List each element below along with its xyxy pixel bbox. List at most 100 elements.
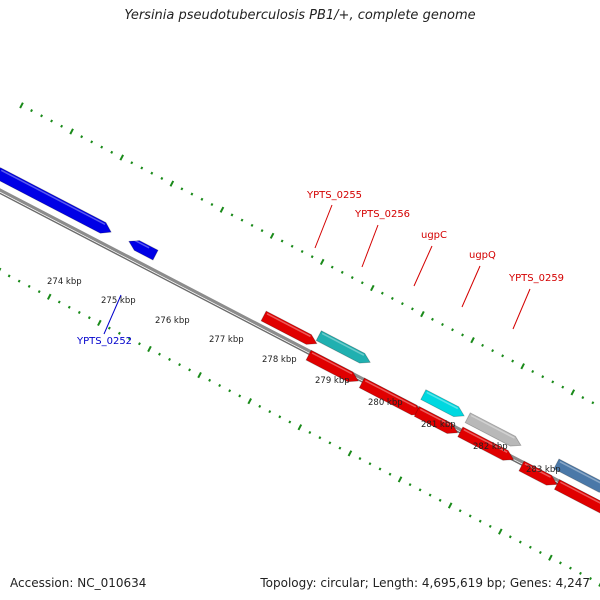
upper-ring-tick xyxy=(140,166,144,170)
upper-ring-tick xyxy=(520,363,525,370)
lower-ring-tick xyxy=(408,483,412,487)
upper-ring-tick xyxy=(190,192,194,196)
upper-ring-tick xyxy=(230,213,234,217)
upper-ring-tick xyxy=(119,154,125,161)
lower-ring-tick xyxy=(308,430,312,434)
upper-ring-tick xyxy=(441,322,444,327)
gene-arrow-YPTS_0252-shine xyxy=(131,238,150,249)
upper-ring-tick xyxy=(420,310,425,318)
backbone-line-0 xyxy=(0,188,600,505)
gene-arrow-inner-red-6-shine xyxy=(560,481,600,504)
leader-ugpc xyxy=(413,245,433,287)
gene-arrow-YPTS_0252 xyxy=(128,240,159,261)
upper-ring-tick xyxy=(501,354,505,358)
upper-ring-tick xyxy=(581,396,585,400)
gene-arrow-ugpC-shine xyxy=(426,391,459,410)
upper-ring-tick xyxy=(570,389,576,396)
scale-label: 276 kbp xyxy=(155,316,190,326)
lower-ring-tick xyxy=(428,493,432,497)
accession-text: Accession: NC_010634 xyxy=(10,576,147,590)
upper-ring-tick xyxy=(551,380,555,384)
upper-ring-tick xyxy=(19,102,24,109)
lower-ring-tick xyxy=(138,342,141,346)
lower-ring-tick xyxy=(27,284,31,288)
upper-ring-tick xyxy=(461,333,464,337)
lower-ring-tick xyxy=(488,524,492,528)
lower-ring-tick xyxy=(278,415,282,419)
lower-ring-tick xyxy=(528,545,532,549)
gene-arrow-reverse-large xyxy=(0,167,112,234)
lower-ring-tick xyxy=(7,274,11,278)
lower-ring-tick xyxy=(37,290,41,294)
gene-arrow-inner-red-4 xyxy=(457,426,515,461)
upper-ring-tick xyxy=(250,223,254,227)
gene-arrow-YPTS_0256 xyxy=(315,330,371,364)
lower-ring-tick xyxy=(538,550,542,555)
gene-arrow-inner-red-3 xyxy=(413,406,459,434)
scale-label: 282 kbp xyxy=(473,442,508,452)
lower-ring-tick xyxy=(258,404,262,408)
gene-arrow-reverse-large-shine xyxy=(0,169,106,226)
upper-ring-tick xyxy=(200,197,204,201)
scale-label: 275 kbp xyxy=(101,296,136,306)
upper-ring-tick xyxy=(591,401,595,405)
gene-label-ypts-0252: YPTS_0252 xyxy=(76,336,132,347)
lower-ring-tick xyxy=(228,389,232,393)
gene-arrow-inner-red-2 xyxy=(358,377,423,416)
gene-labels: YPTS_0255 YPTS_0256 ugpC ugpQ YPTS_0259 YPTS_… xyxy=(76,190,564,347)
upper-ring-tick xyxy=(100,145,104,149)
scale-labels: 274 kbp 275 kbp 276 kbp 277 kbp 278 kbp 279 k… xyxy=(47,277,561,475)
gene-arrow-inner-red-5 xyxy=(518,460,558,486)
upper-ring-tick xyxy=(310,255,314,259)
upper-tick-ring xyxy=(19,102,595,405)
gene-arrow-outer-red-1-shine xyxy=(266,313,311,338)
lower-ring-tick xyxy=(468,514,472,518)
lower-ring-tick xyxy=(208,378,212,382)
upper-ring-tick xyxy=(451,328,454,332)
gene-arrow-inner-red-4-shine xyxy=(463,429,508,453)
upper-ring-tick xyxy=(470,337,475,344)
upper-ring-tick xyxy=(531,369,535,374)
gene-arrow-ugpC xyxy=(420,389,465,417)
gene-arrow-YPTS_0256-shine xyxy=(321,332,365,356)
upper-ring-tick xyxy=(481,343,485,347)
lower-ring-tick xyxy=(107,326,111,330)
gene-label-ypts-0256: YPTS_0256 xyxy=(354,209,410,220)
scale-label: 279 kbp xyxy=(315,376,350,386)
upper-ring-tick xyxy=(380,291,384,295)
gene-label-ugpc: ugpC xyxy=(421,230,447,241)
upper-ring-tick xyxy=(350,276,354,280)
lower-ring-tick xyxy=(569,566,572,570)
lower-ring-tick xyxy=(247,398,252,405)
lower-ring-tick xyxy=(508,535,512,539)
upper-ring-tick xyxy=(169,180,175,187)
lower-ring-tick xyxy=(46,293,52,300)
upper-ring-tick xyxy=(210,202,214,207)
leader-ypts-0259 xyxy=(512,288,531,330)
leader-ugpq xyxy=(461,265,481,308)
upper-ring-tick xyxy=(290,244,294,248)
leader-ypts-0252 xyxy=(103,294,122,335)
lower-ring-tick xyxy=(518,540,522,544)
gene-label-ypts-0259: YPTS_0259 xyxy=(508,273,564,284)
lower-ring-tick xyxy=(318,436,322,440)
upper-ring-tick xyxy=(541,375,545,379)
lower-ring-tick xyxy=(178,363,181,367)
lower-ring-tick xyxy=(358,457,362,461)
lower-ring-tick xyxy=(218,383,222,388)
lower-ring-tick xyxy=(378,467,382,471)
genome-title: Yersinia pseudotuberculosis PB1/+, compl… xyxy=(124,8,476,23)
lower-ring-tick xyxy=(188,368,192,372)
upper-ring-tick xyxy=(130,161,134,165)
lower-ring-tick xyxy=(418,488,422,492)
lower-ring-tick xyxy=(77,310,81,314)
topology-stats-text: Topology: circular; Length: 4,695,619 bp… xyxy=(260,576,590,590)
lower-ring-tick xyxy=(548,554,553,561)
scale-label: 274 kbp xyxy=(47,277,82,287)
upper-ring-tick xyxy=(50,119,54,123)
upper-ring-tick xyxy=(431,317,434,321)
label-leaders xyxy=(103,204,531,335)
upper-ring-tick xyxy=(80,135,84,139)
lower-ring-tick xyxy=(168,357,171,361)
